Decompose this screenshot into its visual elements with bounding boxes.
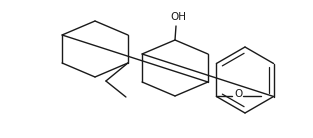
Text: OH: OH <box>170 12 186 22</box>
Text: O: O <box>234 90 243 99</box>
